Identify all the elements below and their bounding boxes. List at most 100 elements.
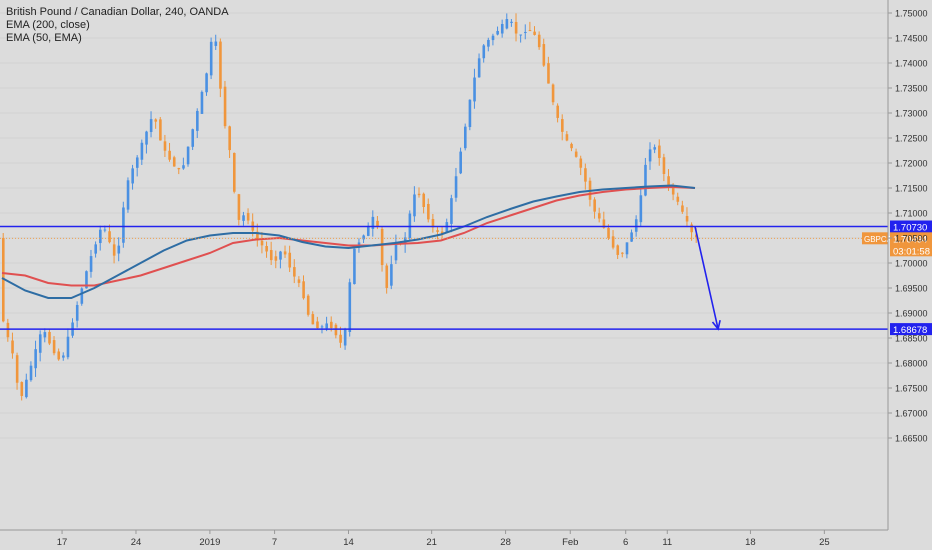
candle-body: [274, 256, 278, 261]
candle-body: [630, 232, 633, 242]
candle-body: [658, 145, 661, 158]
candle-body: [29, 365, 33, 381]
candle-body: [500, 24, 504, 34]
candle-body: [584, 168, 587, 182]
candle-body: [547, 63, 550, 84]
candle-body: [66, 336, 70, 358]
ema200-line: [1, 184, 696, 299]
candle-body: [690, 224, 693, 233]
y-tick-label: 1.71500: [895, 184, 928, 194]
y-tick-label: 1.74500: [895, 34, 928, 44]
candle-body: [528, 30, 532, 32]
candle-body: [353, 248, 356, 285]
y-tick-label: 1.73500: [895, 84, 928, 94]
candle-body: [574, 151, 578, 157]
candle-body: [436, 230, 439, 232]
candle-body: [450, 198, 453, 224]
candle-body: [464, 126, 467, 149]
candle-body: [579, 158, 583, 168]
y-tick-label: 1.69500: [895, 284, 928, 294]
candle-body: [533, 31, 536, 35]
candle-body: [52, 340, 56, 354]
candle-body: [131, 168, 134, 184]
candle-body: [561, 119, 564, 132]
candle-body: [362, 235, 365, 240]
candle-body: [385, 265, 389, 288]
candle-body: [334, 324, 338, 336]
symbol-label: GBPCAD: [864, 235, 898, 244]
candle-body: [676, 196, 680, 202]
y-tick-label: 1.67500: [895, 384, 928, 394]
candle-body: [302, 281, 305, 299]
candle-body: [34, 349, 37, 369]
y-tick-label: 1.72500: [895, 134, 928, 144]
candle-body: [237, 194, 241, 220]
candle-body: [209, 41, 213, 76]
candle-body: [6, 322, 10, 338]
candle-body: [671, 186, 675, 195]
y-tick-label: 1.72000: [895, 159, 928, 169]
candle-body: [634, 219, 638, 232]
candle-body: [681, 205, 684, 212]
candle-body: [611, 236, 615, 248]
candle-body: [75, 304, 79, 321]
candle-body: [477, 58, 481, 78]
candle-body: [551, 84, 555, 103]
candle-body: [390, 264, 393, 286]
candle-body: [491, 35, 495, 41]
projection-arrow-head: [711, 320, 721, 331]
chart-legend: British Pound / Canadian Dollar, 240, OA…: [6, 6, 229, 45]
candle-body: [607, 228, 610, 238]
candle-body: [15, 355, 19, 383]
candle-body: [191, 129, 195, 147]
candle-body: [616, 245, 620, 255]
candle-body: [200, 91, 204, 114]
candle-body: [135, 157, 139, 168]
candle-body: [519, 34, 523, 36]
candle-body: [625, 242, 629, 255]
chart-title: British Pound / Canadian Dollar, 240, OA…: [6, 6, 229, 18]
candle-body: [279, 251, 282, 260]
candle-body: [103, 229, 107, 231]
candle-body: [487, 39, 490, 47]
candle-body: [339, 334, 342, 343]
candle-body: [80, 288, 84, 304]
y-tick-label: 1.74000: [895, 59, 928, 69]
candle-body: [265, 246, 268, 252]
level-label-1: 1.70730: [893, 223, 927, 234]
candle-body: [473, 77, 476, 102]
candle-body: [205, 73, 208, 93]
candle-body: [223, 86, 227, 127]
candle-body: [163, 141, 167, 151]
candle-body: [537, 34, 541, 48]
candle-body: [196, 110, 199, 131]
y-tick-label: 1.68000: [895, 359, 928, 369]
candle-body: [510, 21, 513, 23]
candle-body: [648, 149, 652, 162]
current-price-label: 1.70494: [893, 234, 927, 245]
x-tick-label: 18: [745, 537, 756, 548]
candle-body: [376, 220, 379, 227]
x-tick-label: 17: [57, 537, 68, 548]
candle-body: [99, 229, 102, 244]
x-tick-label: 2019: [199, 537, 220, 548]
candle-body: [639, 195, 643, 223]
candle-body: [108, 231, 111, 243]
candle-body: [256, 231, 259, 241]
candle-body: [306, 295, 310, 315]
y-tick-label: 1.73000: [895, 109, 928, 119]
candle-body: [514, 21, 518, 34]
candle-body: [496, 30, 499, 35]
candle-body: [316, 321, 319, 329]
candle-body: [348, 282, 352, 332]
candle-body: [380, 228, 384, 266]
candle-body: [117, 245, 121, 254]
candle-body: [653, 147, 657, 150]
candle-body: [85, 271, 88, 289]
x-tick-label: 7: [272, 537, 277, 548]
candle-body: [149, 119, 153, 133]
candle-body: [38, 334, 42, 353]
candle-body: [662, 157, 666, 174]
